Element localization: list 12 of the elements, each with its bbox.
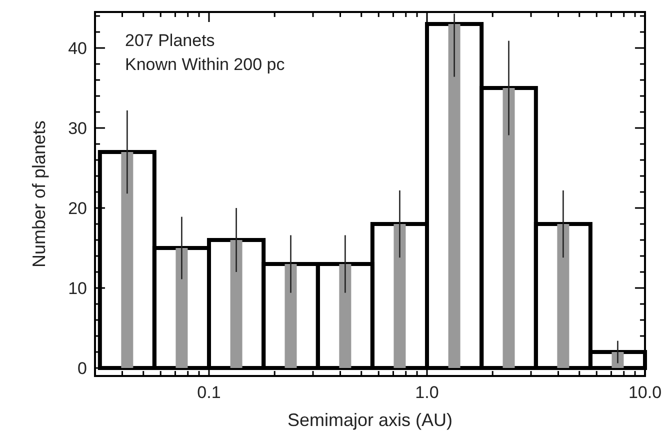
- x-tick-label: 0.1: [197, 383, 221, 402]
- annotation: 207 Planets: [125, 31, 215, 50]
- y-tick-label: 0: [78, 359, 87, 378]
- x-axis-title: Semimajor axis (AU): [287, 410, 453, 430]
- annotation: Known Within 200 pc: [125, 55, 286, 74]
- x-tick-label: 10.0: [628, 383, 662, 402]
- y-tick-label: 30: [68, 119, 87, 138]
- y-axis-title: Number of planets: [29, 120, 49, 268]
- x-tick-label: 1.0: [415, 383, 439, 402]
- y-tick-label: 10: [68, 279, 87, 298]
- y-tick-label: 40: [68, 39, 87, 58]
- y-tick-label: 20: [68, 199, 87, 218]
